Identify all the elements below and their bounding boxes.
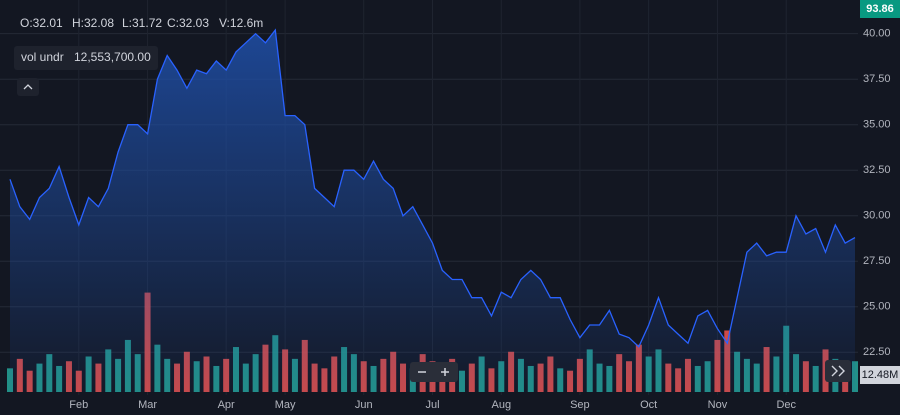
ohlc-close: C:32.03 (167, 16, 209, 30)
y-tick-label: 27.50 (863, 255, 891, 267)
last-price-label: 93.86 (866, 3, 894, 15)
price-area (10, 30, 855, 392)
ohlc-high: H:32.08 (72, 16, 114, 30)
y-tick-label: 35.00 (863, 119, 891, 131)
scroll-button[interactable] (825, 360, 851, 382)
price-line (9, 28, 856, 348)
y-tick-label: 40.00 (863, 28, 891, 40)
ohlc-low: L:31.72 (122, 16, 162, 30)
x-tick-label: Feb (69, 399, 88, 411)
y-tick-label: 22.50 (863, 346, 891, 358)
y-tick-label: 37.50 (863, 73, 891, 85)
axes: 22.50 25.00 27.50 30.00 32.50 35.00 37.50 40.00… (69, 28, 890, 411)
x-tick-label: Mar (138, 399, 157, 411)
x-tick-label: Sep (570, 399, 590, 411)
x-tick-label: May (275, 399, 296, 411)
collapse-icon (23, 84, 33, 90)
zoom-controls (410, 362, 458, 382)
study-name: vol undr (21, 50, 64, 64)
volume-last-box (860, 366, 900, 384)
x-tick-label: Nov (708, 399, 728, 411)
study-value: 12,553,700.00 (74, 50, 151, 64)
study-box[interactable] (14, 46, 158, 70)
ohlc-volume: V:12.6m (219, 16, 263, 30)
scroll-icon (831, 365, 845, 377)
y-tick-label: 25.00 (863, 301, 891, 313)
ohlc-open: O:32.01 (20, 16, 63, 30)
y-tick-label: 32.50 (863, 164, 891, 176)
x-tick-label: Aug (491, 399, 511, 411)
x-tick-label: Jul (425, 399, 439, 411)
x-tick-label: Dec (776, 399, 796, 411)
volume-last-label: 12.48M (862, 369, 899, 381)
y-tick-label: 30.00 (863, 210, 891, 222)
x-tick-label: Oct (640, 399, 657, 411)
last-price-box (860, 0, 900, 18)
zoom-in[interactable] (441, 368, 449, 376)
x-tick-label: Jun (355, 399, 373, 411)
price (9, 28, 856, 392)
collapse-button[interactable] (17, 78, 39, 96)
x-tick-label: Apr (218, 399, 235, 411)
